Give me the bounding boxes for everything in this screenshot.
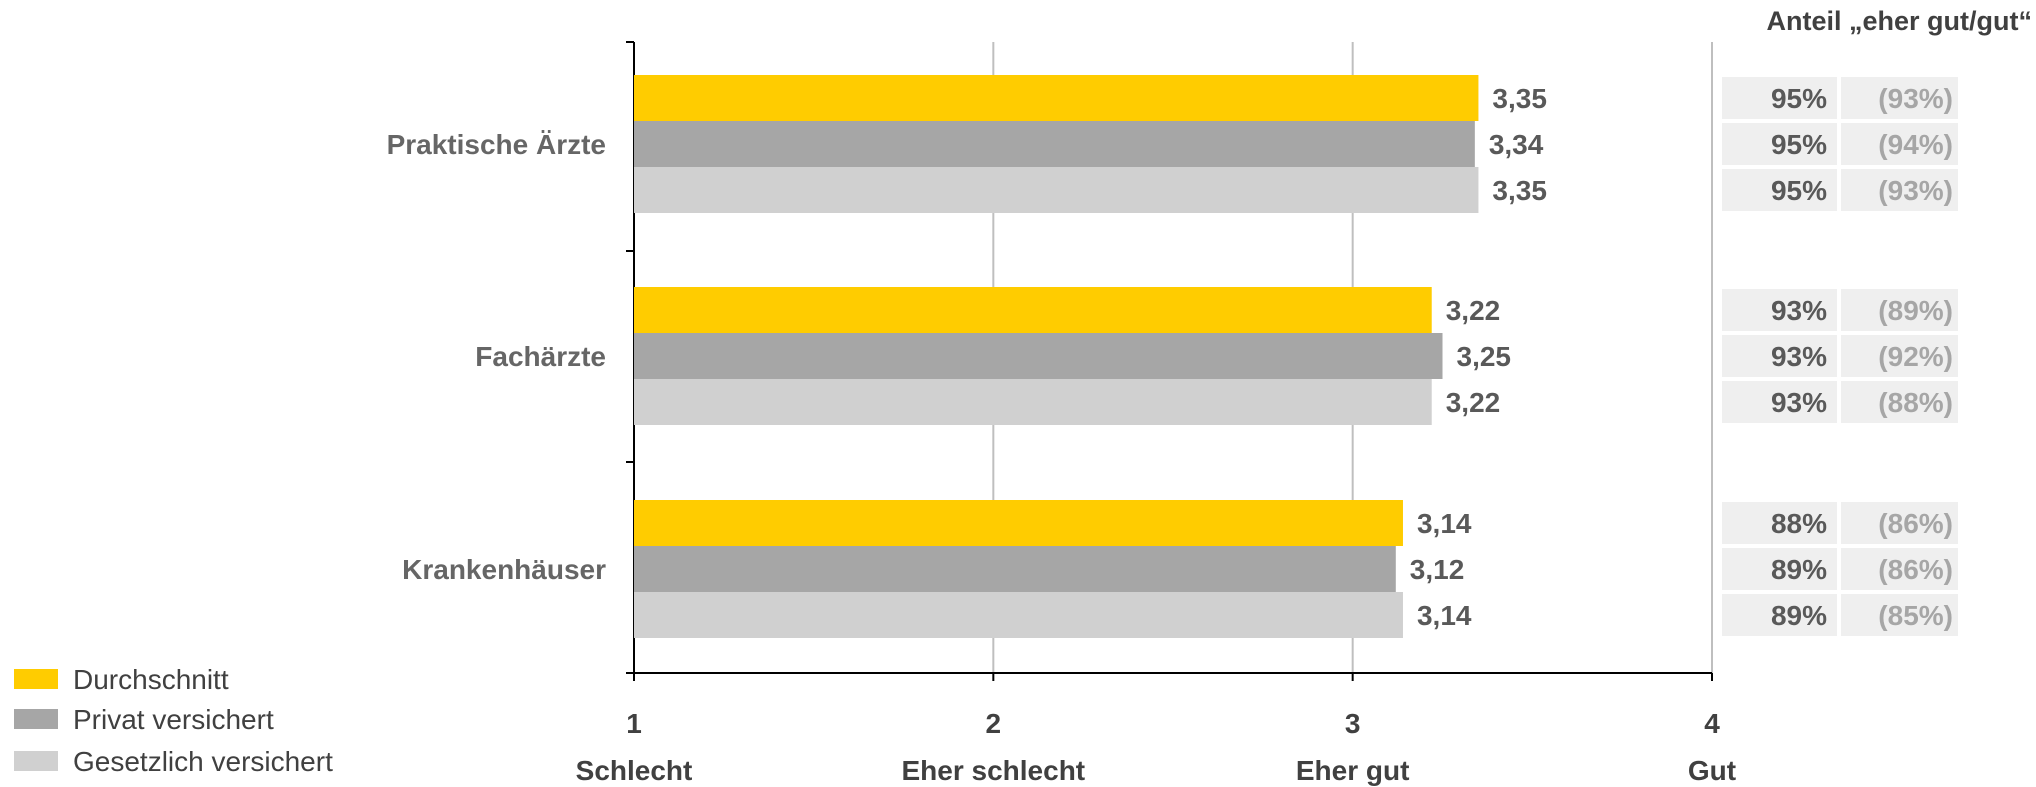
- labels: 1 Schlecht 2 Eher schlecht 3 Eher gut 4 Gut 3,35…: [387, 83, 1737, 786]
- share-cell-bg: [1841, 594, 1958, 636]
- x-tick-word: Schlecht: [576, 755, 693, 786]
- share-cell-bg: [1722, 548, 1837, 590]
- legend: Durchschnitt Privat versichert Gesetzlich …: [14, 664, 333, 777]
- share-value: 89%: [1771, 600, 1827, 631]
- share-cell-bg: [1722, 123, 1837, 165]
- share-cell-bg: [1841, 123, 1958, 165]
- bar-value-label: 3,14: [1417, 600, 1472, 631]
- bar-value-label: 3,35: [1492, 175, 1547, 206]
- bar: [634, 333, 1443, 379]
- share-title: Anteil „eher gut/gut“: [1767, 6, 2033, 36]
- bar: [634, 287, 1432, 333]
- bars: [634, 75, 1479, 638]
- share-value: 95%: [1771, 129, 1827, 160]
- share-table: Anteil „eher gut/gut“ 95% (93%) 95% (94%) 95%…: [1711, 6, 2033, 660]
- bar-value-label: 3,22: [1446, 295, 1501, 326]
- x-tick-word: Eher schlecht: [902, 755, 1086, 786]
- bar: [634, 592, 1403, 638]
- share-cell-bg: [1841, 335, 1958, 377]
- x-tick-label: 1: [626, 708, 642, 739]
- legend-label: Durchschnitt: [73, 664, 229, 695]
- share-value: 93%: [1771, 295, 1827, 326]
- share-value: 95%: [1771, 83, 1827, 114]
- share-cell-bg: [1722, 289, 1837, 331]
- share-cell-bg: [1722, 594, 1837, 636]
- bar-value-label: 3,25: [1457, 341, 1512, 372]
- share-value: 93%: [1771, 341, 1827, 372]
- share-previous-value: (93%): [1878, 175, 1953, 206]
- share-cell-bg: [1722, 381, 1837, 423]
- share-previous-value: (88%): [1878, 387, 1953, 418]
- share-previous-value: (92%): [1878, 341, 1953, 372]
- share-cell-bg: [1841, 77, 1958, 119]
- share-value: 89%: [1771, 554, 1827, 585]
- share-cell-bg: [1722, 502, 1837, 544]
- share-previous-value: (85%): [1878, 600, 1953, 631]
- share-previous-value: (94%): [1878, 129, 1953, 160]
- share-previous-value: (86%): [1878, 554, 1953, 585]
- share-cell-bg: [1841, 169, 1958, 211]
- share-cell-bg: [1841, 502, 1958, 544]
- bar-value-label: 3,12: [1410, 554, 1465, 585]
- category-label: Krankenhäuser: [402, 554, 606, 585]
- bar: [634, 167, 1479, 213]
- x-tick-label: 3: [1345, 708, 1361, 739]
- bar-value-label: 3,22: [1446, 387, 1501, 418]
- bar: [634, 121, 1475, 167]
- share-cell-bg: [1722, 77, 1837, 119]
- share-cell-bg: [1841, 381, 1958, 423]
- share-previous-value: (93%): [1878, 83, 1953, 114]
- bar: [634, 500, 1403, 546]
- share-cell-bg: [1722, 335, 1837, 377]
- legend-swatch: [14, 709, 58, 729]
- bar-value-label: 3,35: [1492, 83, 1547, 114]
- bar: [634, 75, 1479, 121]
- legend-label: Gesetzlich versichert: [73, 746, 333, 777]
- bar: [634, 379, 1432, 425]
- bar: [634, 546, 1396, 592]
- category-label: Fachärzte: [475, 341, 606, 372]
- share-cell-bg: [1722, 169, 1837, 211]
- bar-value-label: 3,34: [1489, 129, 1544, 160]
- share-cell-bg: [1841, 548, 1958, 590]
- share-previous-value: (89%): [1878, 295, 1953, 326]
- share-value: 95%: [1771, 175, 1827, 206]
- share-value: 88%: [1771, 508, 1827, 539]
- x-tick-label: 2: [986, 708, 1002, 739]
- legend-label: Privat versichert: [73, 704, 274, 735]
- category-label: Praktische Ärzte: [387, 129, 606, 160]
- bar-value-label: 3,14: [1417, 508, 1472, 539]
- share-cell-bg: [1841, 289, 1958, 331]
- share-previous-value: (86%): [1878, 508, 1953, 539]
- x-tick-word: Eher gut: [1296, 755, 1410, 786]
- x-tick-word: Gut: [1688, 755, 1736, 786]
- share-value: 93%: [1771, 387, 1827, 418]
- legend-swatch: [14, 669, 58, 689]
- x-tick-label: 4: [1704, 708, 1720, 739]
- legend-swatch: [14, 751, 58, 771]
